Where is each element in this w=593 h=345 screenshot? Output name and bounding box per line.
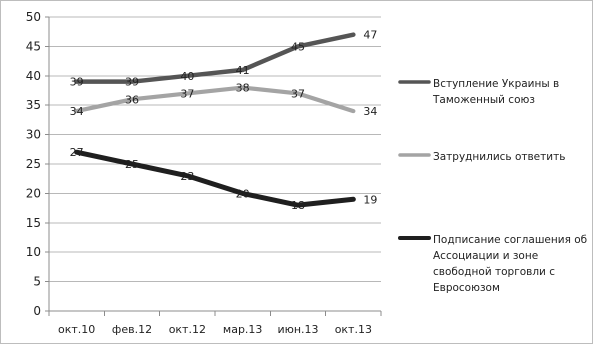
data-label-series-0-point-3: 41: [236, 64, 250, 77]
x-tick-label-1: фев.12: [112, 323, 152, 336]
data-label-series-2-point-1: 25: [125, 158, 139, 171]
series-line-2: [74, 149, 356, 208]
data-label-series-2-point-4: 18: [291, 199, 305, 212]
data-label-series-2-point-5: 19: [363, 193, 377, 206]
x-tick-label-5: окт.13: [335, 323, 372, 336]
legend-label-series-0-line-1: Таможенный союз: [432, 94, 535, 106]
y-tick-label-0: 0: [33, 304, 41, 318]
y-tick-label-25: 25: [26, 157, 41, 171]
data-label-series-0-point-5: 47: [363, 29, 377, 42]
grid-lines: [49, 16, 381, 312]
y-tick-label-40: 40: [26, 69, 41, 83]
data-label-series-0-point-1: 39: [125, 76, 139, 89]
series-line-1: [74, 85, 356, 114]
y-tick-label-15: 15: [26, 216, 41, 230]
x-tick-label-3: мар.13: [223, 323, 263, 336]
data-label-series-2-point-0: 27: [70, 146, 84, 159]
y-tick-label-30: 30: [26, 128, 41, 142]
series-lines: [74, 32, 356, 208]
data-label-series-2-point-3: 20: [236, 187, 250, 200]
legend-label-series-0-line-0: Вступление Украины в: [433, 78, 559, 90]
y-tick-label-20: 20: [26, 186, 41, 200]
data-labels: 39 39 40 41 45 47 34 36 37 38 37 34 27 25 23 20 18 19: [70, 29, 378, 213]
data-label-series-0-point-4: 45: [291, 40, 305, 53]
legend-label-series-1-line-0: Затруднились ответить: [433, 151, 565, 163]
data-label-series-1-point-3: 38: [236, 82, 250, 95]
axes: 0 5 10 15 20 25 30 35 40 45 50 окт.10 фев.12 окт.12 ма…: [26, 10, 382, 336]
x-tick-label-4: июн.13: [277, 323, 318, 336]
legend-label-series-2-line-1: Ассоциации и зоне: [433, 250, 538, 262]
x-tick-label-2: окт.12: [169, 323, 206, 336]
data-label-series-2-point-2: 23: [180, 170, 194, 183]
x-tick-label-0: окт.10: [58, 323, 95, 336]
series-line-0: [74, 32, 356, 84]
data-label-series-1-point-5: 34: [363, 105, 377, 118]
legend: Вступление Украины в Таможенный союз Затру…: [398, 78, 587, 294]
legend-label-series-2-line-3: Евросоюзом: [433, 282, 500, 294]
data-label-series-1-point-2: 37: [180, 87, 194, 100]
data-label-series-0-point-2: 40: [180, 70, 194, 83]
legend-label-series-2-line-2: свободной торговли с: [433, 266, 555, 278]
y-tick-label-45: 45: [26, 39, 41, 53]
y-tick-label-35: 35: [26, 98, 41, 112]
data-label-series-0-point-0: 39: [70, 76, 84, 89]
legend-label-series-2-line-0: Подписание соглашения об: [433, 234, 587, 246]
y-tick-label-5: 5: [33, 275, 41, 289]
data-label-series-1-point-1: 36: [125, 93, 139, 106]
data-label-series-1-point-0: 34: [70, 105, 84, 118]
data-label-series-1-point-4: 37: [291, 87, 305, 100]
y-tick-label-50: 50: [26, 10, 41, 24]
y-tick-label-10: 10: [26, 245, 41, 259]
